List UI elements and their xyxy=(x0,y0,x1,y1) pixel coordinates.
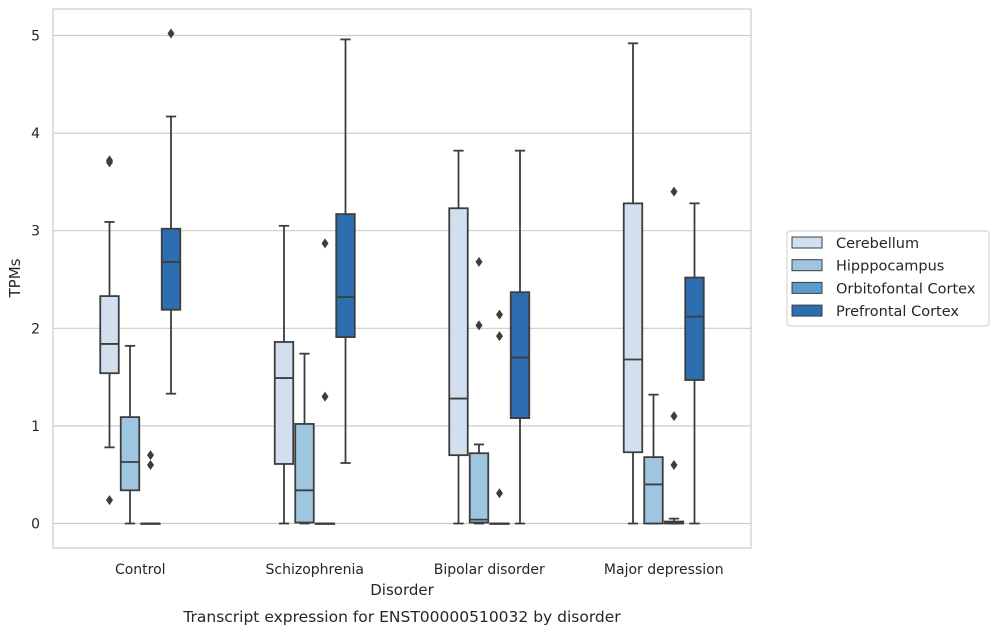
box-cerebellum xyxy=(273,224,295,525)
legend-swatch xyxy=(791,304,823,317)
outlier-point xyxy=(475,320,483,331)
iqr-box xyxy=(684,276,705,381)
iqr-box xyxy=(509,291,531,419)
box-prefrontal-cortex xyxy=(684,202,705,525)
outlier-point xyxy=(670,459,678,470)
outlier-point xyxy=(106,495,113,506)
outlier-point xyxy=(496,309,503,320)
outlier-point xyxy=(147,450,154,461)
iqr-box xyxy=(99,295,120,375)
x-axis-tick-labels: Control Schizophrenia Bipolar disorder Majo… xyxy=(115,562,724,578)
box-hipppocampus xyxy=(294,352,315,525)
outlier-point xyxy=(496,331,503,342)
box-orbitofontal-cortex xyxy=(489,309,510,525)
box-hipppocampus xyxy=(643,393,664,525)
x-tick-label: Control xyxy=(115,562,166,578)
y-tick-label: 1 xyxy=(31,419,40,435)
y-tick-label: 4 xyxy=(31,126,40,142)
outlier-point xyxy=(670,186,678,197)
legend-label: Hipppocampus xyxy=(836,259,944,275)
box-prefrontal-cortex xyxy=(509,149,531,525)
x-axis-label: Disorder xyxy=(370,581,434,599)
y-tick-label: 3 xyxy=(31,224,40,240)
outlier-point xyxy=(670,411,678,422)
outlier-point xyxy=(321,238,329,249)
y-tick-label: 0 xyxy=(31,517,40,533)
x-tick-label: Bipolar disorder xyxy=(434,562,545,578)
box-orbitofontal-cortex xyxy=(663,186,685,525)
box-cerebellum xyxy=(448,149,469,525)
box-prefrontal-cortex xyxy=(160,28,182,395)
plot-area-frame xyxy=(52,8,752,549)
grid-lines xyxy=(53,34,751,525)
iqr-box xyxy=(119,416,141,492)
legend-swatch xyxy=(791,281,823,294)
legend-frame xyxy=(786,230,990,327)
box-prefrontal-cortex xyxy=(335,38,356,464)
y-tick-label: 2 xyxy=(31,321,40,337)
box-orbitofontal-cortex xyxy=(314,238,336,525)
legend: Cerebellum Hipppocampus Orbitofontal Corte… xyxy=(786,230,990,327)
box-hipppocampus xyxy=(468,256,490,525)
legend-label: Prefrontal Cortex xyxy=(836,304,959,320)
iqr-box xyxy=(273,341,295,465)
box-cerebellum xyxy=(622,42,644,525)
iqr-box xyxy=(622,202,644,454)
outlier-point xyxy=(496,488,503,499)
box-orbitofontal-cortex xyxy=(140,450,161,525)
y-axis-label: TPMs xyxy=(6,258,24,298)
x-tick-label: Major depression xyxy=(604,562,724,578)
legend-label: Cerebellum xyxy=(836,236,919,252)
iqr-box xyxy=(448,207,469,457)
outlier-point xyxy=(106,155,113,166)
x-tick-label: Schizophrenia xyxy=(266,562,364,578)
outlier-point xyxy=(321,391,329,402)
outlier-point xyxy=(167,28,175,39)
y-axis-tick-labels: 0 1 2 3 4 5 xyxy=(31,29,40,533)
iqr-box xyxy=(294,423,315,524)
boxes xyxy=(99,28,705,525)
y-tick-label: 5 xyxy=(31,29,40,45)
outlier-point xyxy=(147,459,154,470)
box-hipppocampus xyxy=(119,344,141,525)
iqr-box xyxy=(160,227,182,311)
legend-swatch xyxy=(791,259,823,272)
iqr-box xyxy=(335,213,356,338)
chart-caption: Transcript expression for ENST0000051003… xyxy=(182,608,621,626)
box-cerebellum xyxy=(99,155,120,506)
iqr-box xyxy=(468,452,490,524)
legend-swatch xyxy=(791,236,823,249)
iqr-box xyxy=(643,456,664,525)
legend-label: Orbitofontal Cortex xyxy=(836,281,976,297)
outlier-point xyxy=(475,256,483,267)
